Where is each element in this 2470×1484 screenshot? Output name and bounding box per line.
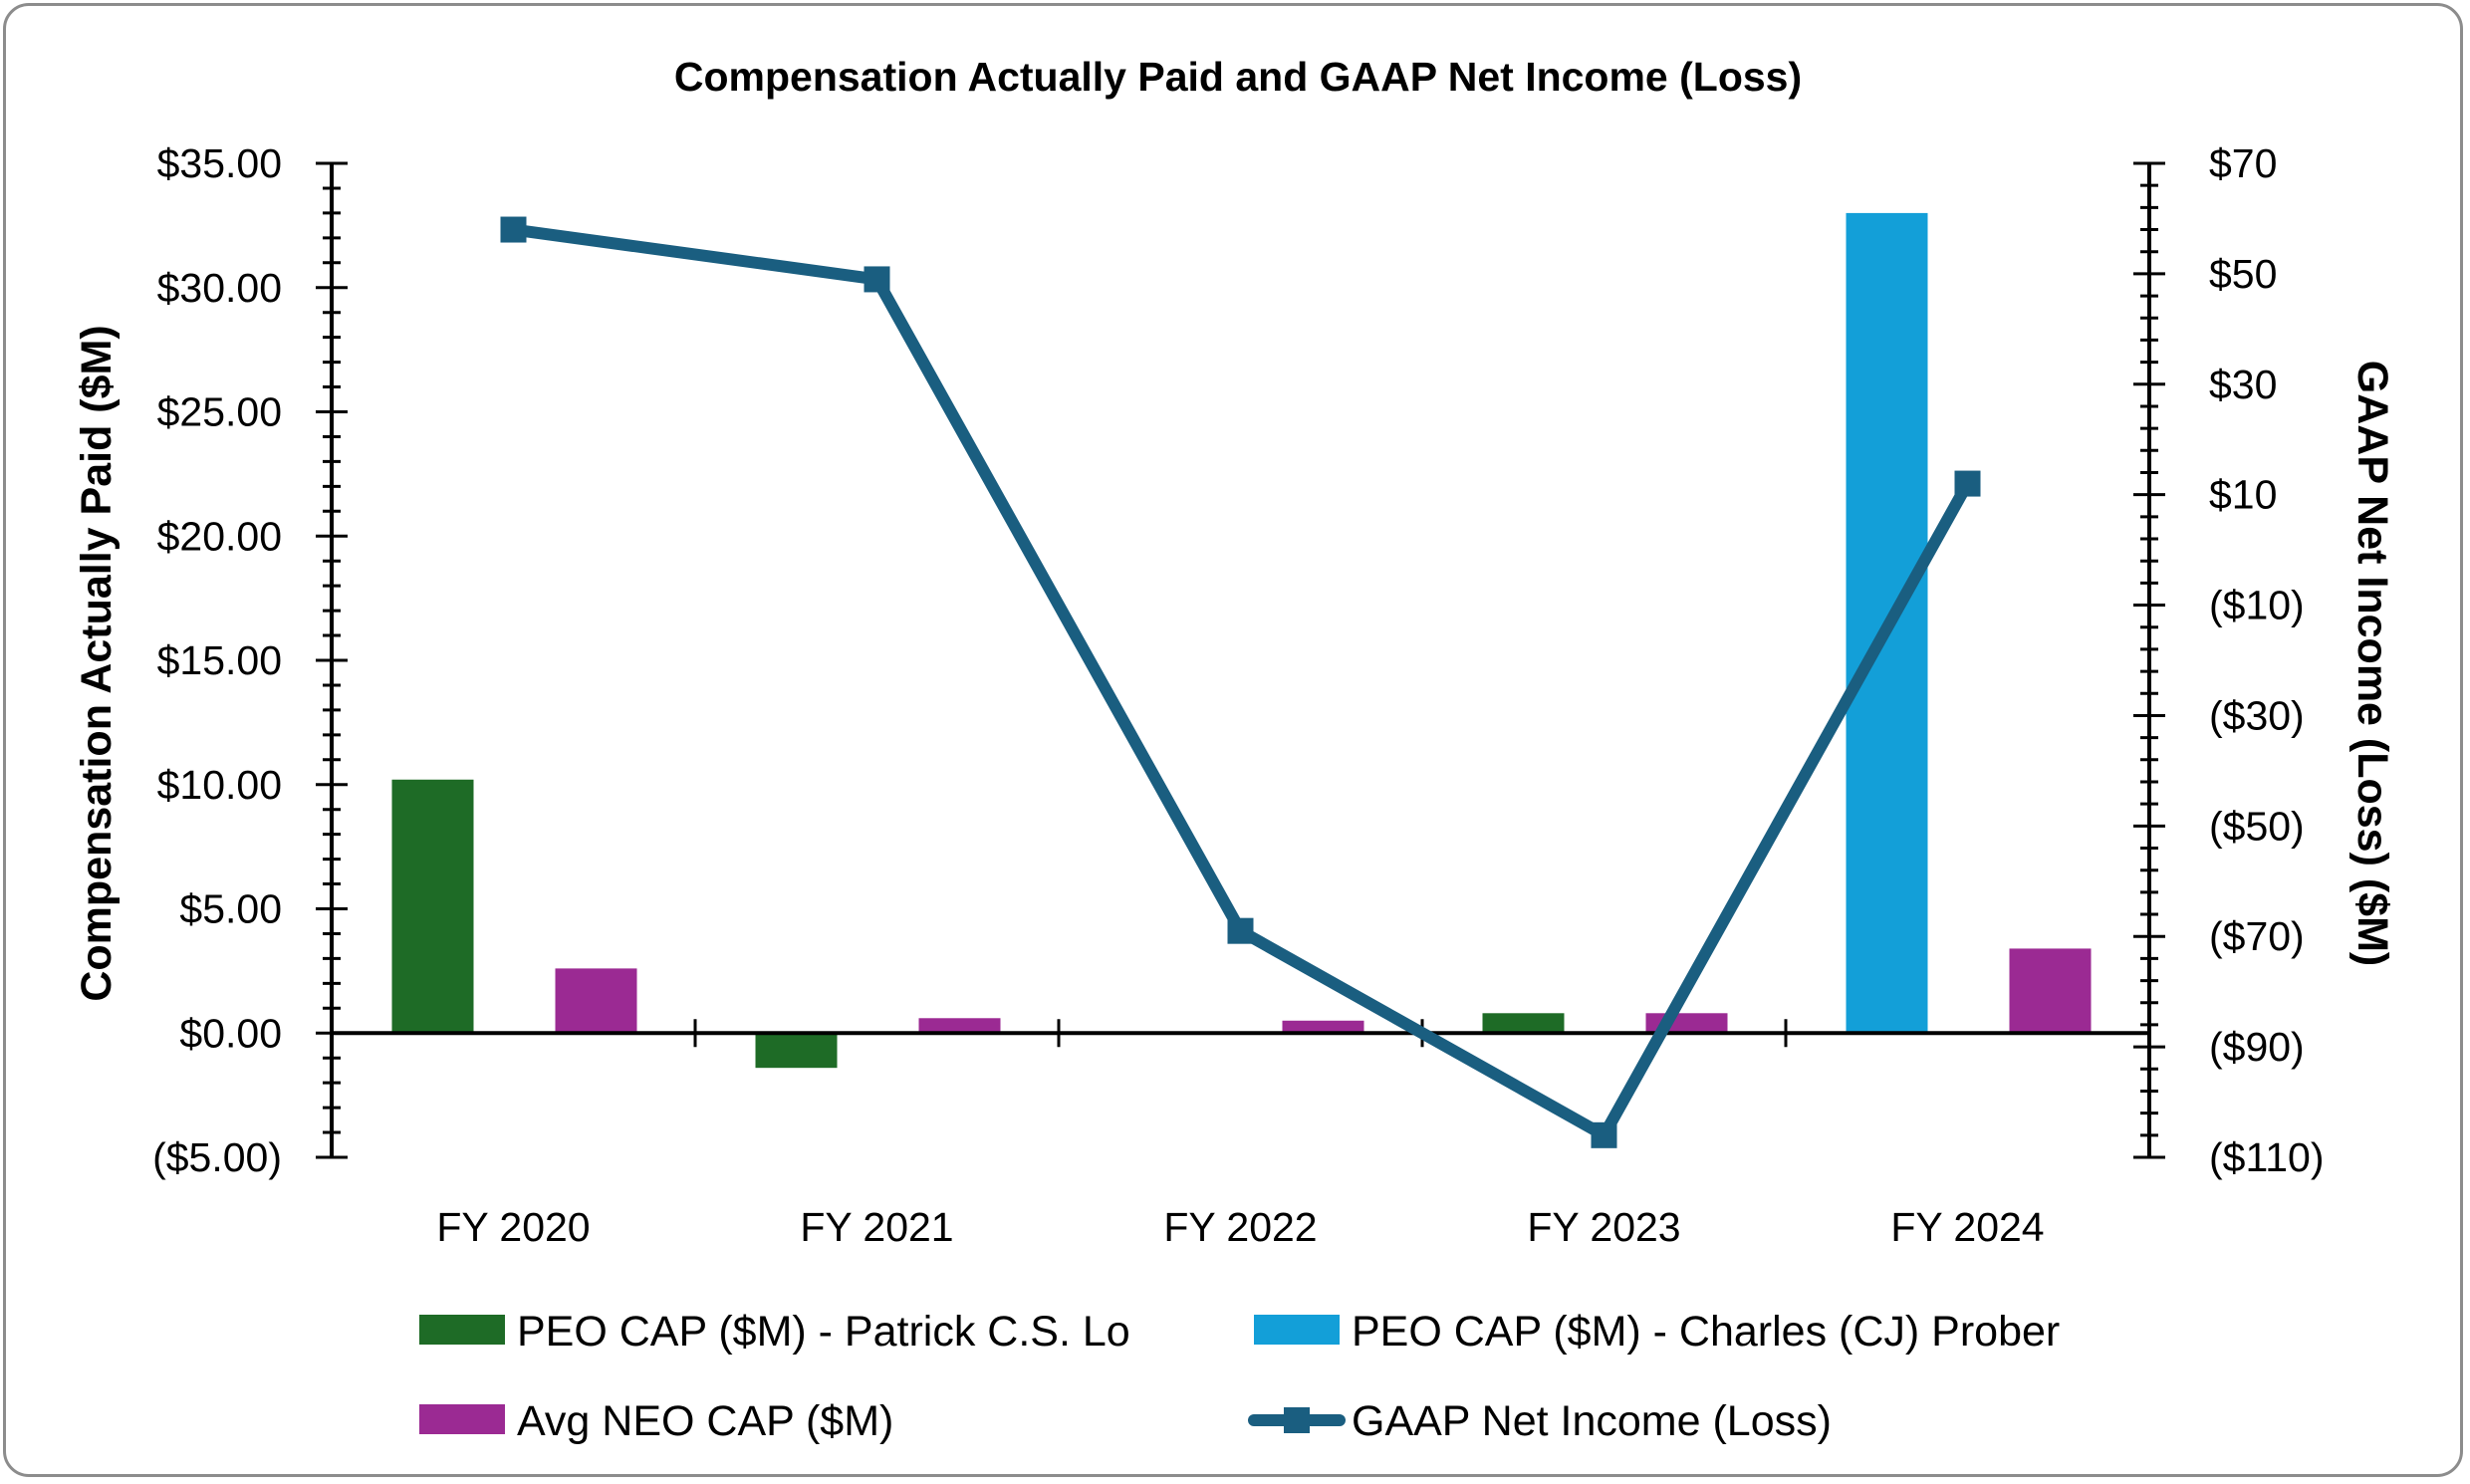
legend-label: GAAP Net Income (Loss) [1352, 1397, 1832, 1445]
bar-0-fy-2023 [1482, 1013, 1565, 1034]
y-tick-label: ($5.00) [152, 1134, 282, 1180]
y-tick-label: $35.00 [157, 140, 282, 186]
net-income-line [507, 223, 1974, 1141]
y2-tick-label: ($50) [2209, 803, 2305, 849]
legend-label: PEO CAP ($M) - Charles (CJ) Prober [1352, 1308, 2060, 1356]
y2-tick-label: ($10) [2209, 583, 2305, 628]
y-tick-label: $20.00 [157, 513, 282, 559]
chart-frame: Compensation Actually Paid and GAAP Net … [3, 3, 2463, 1477]
y2-tick-label: $50 [2209, 251, 2277, 297]
x-tick-label: FY 2021 [800, 1204, 953, 1250]
legend-label: PEO CAP ($M) - Patrick C.S. Lo [517, 1308, 1130, 1356]
legend-item-3: GAAP Net Income (Loss) [1248, 1397, 1832, 1445]
y-tick-label: $15.00 [157, 637, 282, 683]
bar-group [391, 212, 2092, 1069]
x-tick-label: FY 2023 [1527, 1204, 1680, 1250]
y2-tick-label: ($90) [2209, 1024, 2305, 1070]
x-tick-label: FY 2020 [436, 1204, 590, 1250]
net-income-marker-fy-2023 [1591, 1121, 1617, 1148]
y-tick-label: $25.00 [157, 389, 282, 435]
y-axis-label: Compensation Actually Paid ($M) [73, 325, 121, 1001]
legend-item-0: PEO CAP ($M) - Patrick C.S. Lo [419, 1308, 1130, 1356]
legend: PEO CAP ($M) - Patrick C.S. Lo PEO CAP ($… [419, 1308, 2060, 1445]
y-tick-label: $30.00 [157, 265, 282, 311]
net-income-marker-fy-2020 [500, 216, 527, 243]
net-income-marker-fy-2021 [864, 266, 890, 293]
legend-item-2: Avg NEO CAP ($M) [419, 1397, 893, 1445]
net-income-marker-fy-2022 [1227, 917, 1254, 944]
y2-tick-label: ($110) [2209, 1134, 2324, 1180]
y2-axis-label: GAAP Net Income (Loss) ($M) [2348, 361, 2396, 966]
line-group [500, 216, 1981, 1148]
y2-tick-label: $10 [2209, 472, 2277, 518]
y-tick-label: $0.00 [179, 1010, 282, 1056]
bar-0-fy-2020 [391, 779, 474, 1034]
y-tick-label: $10.00 [157, 762, 282, 808]
bar-2-fy-2022 [1282, 1020, 1364, 1034]
net-income-marker-fy-2024 [1954, 470, 1981, 497]
legend-swatch [1254, 1315, 1340, 1345]
bar-2-fy-2020 [555, 968, 637, 1034]
y-tick-label: $5.00 [179, 886, 282, 932]
y2-tick-label: $30 [2209, 362, 2277, 407]
bar-0-fy-2021 [755, 1033, 838, 1069]
legend-item-1: PEO CAP ($M) - Charles (CJ) Prober [1254, 1308, 2060, 1356]
chart-title: Compensation Actually Paid and GAAP Net … [674, 54, 1802, 100]
axes-group: $35.00 $30.00 $25.00 $20.00 $15.00 $10.00 $5.0… [152, 140, 2324, 1250]
bar-2-fy-2021 [918, 1018, 1001, 1034]
x-tick-label: FY 2024 [1890, 1204, 2044, 1250]
legend-swatch [419, 1404, 505, 1434]
legend-swatch [419, 1315, 505, 1345]
y2-tick-label: $70 [2209, 140, 2277, 186]
bar-2-fy-2024 [2009, 948, 2092, 1034]
chart-canvas: Compensation Actually Paid and GAAP Net … [73, 54, 2396, 1445]
legend-label: Avg NEO CAP ($M) [517, 1397, 893, 1445]
legend-marker-swatch [1284, 1407, 1310, 1433]
x-tick-label: FY 2022 [1163, 1204, 1317, 1250]
y2-tick-label: ($30) [2209, 692, 2305, 738]
y2-tick-label: ($70) [2209, 913, 2305, 959]
